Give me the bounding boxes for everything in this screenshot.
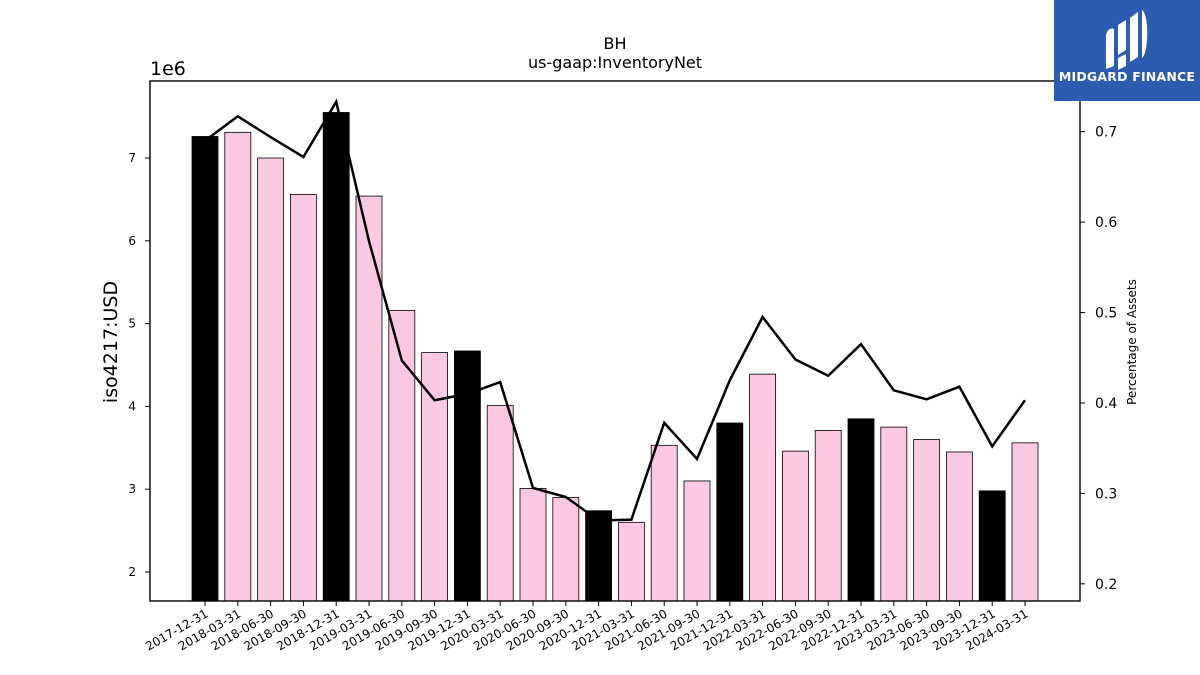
y-right-tick-label: 0.4 [1095, 396, 1117, 412]
y-right-tick-label: 0.7 [1095, 125, 1117, 141]
bar [552, 497, 580, 602]
chart-subtitle: us-gaap:InventoryNet [528, 53, 702, 72]
midgard-finance-logo: MIDGARD FINANCE [1054, 0, 1200, 101]
y-right-tick-label: 0.3 [1095, 486, 1117, 502]
y-axis-label: iso4217:USD [100, 281, 122, 403]
bar [847, 418, 875, 602]
bar [486, 405, 514, 602]
y-axis-right: 0.2 0.3 0.4 0.5 0.6 0.7 [1080, 125, 1117, 593]
bar [191, 136, 219, 602]
bar [978, 490, 1006, 602]
bar [322, 112, 350, 602]
y-axis-left: 2 3 4 5 6 7 [128, 151, 150, 579]
chart-title: BH [603, 34, 626, 53]
bar [913, 439, 940, 602]
plot-frame [149, 80, 1081, 602]
x-axis: 2017-12-312018-03-312018-06-302018-09-30… [143, 601, 1031, 653]
y-axis-right-label: Percentage of Assets [1125, 279, 1139, 405]
bar [585, 510, 612, 602]
bar [716, 422, 744, 602]
bar [650, 444, 678, 602]
logo-mark-icon [1105, 10, 1148, 70]
bar [814, 430, 842, 602]
y-tick-label: 3 [128, 482, 136, 496]
y-tick-label: 6 [128, 234, 136, 248]
bar [257, 157, 285, 602]
y-offset-label: 1e6 [150, 58, 186, 80]
y-tick-label: 4 [128, 399, 136, 413]
logo-text: MIDGARD FINANCE [1058, 69, 1196, 84]
bar [1011, 442, 1039, 602]
bar [388, 309, 416, 602]
bar [946, 451, 973, 602]
percentage-line [204, 98, 1027, 522]
y-tick-label: 7 [128, 151, 136, 165]
bar [289, 194, 317, 602]
bar [355, 195, 383, 602]
bar [421, 352, 449, 602]
bar [880, 426, 908, 602]
bar-series [191, 112, 1039, 602]
y-tick-label: 2 [128, 565, 136, 579]
bar [782, 450, 809, 602]
bar [519, 487, 547, 602]
bar [749, 373, 776, 602]
bar [453, 350, 481, 602]
y-right-tick-label: 0.2 [1095, 577, 1117, 593]
bar [224, 131, 252, 602]
bar [683, 480, 711, 602]
y-right-tick-label: 0.5 [1095, 306, 1117, 322]
y-tick-label: 5 [128, 317, 136, 331]
bar [618, 521, 645, 602]
y-right-tick-label: 0.6 [1095, 215, 1117, 231]
